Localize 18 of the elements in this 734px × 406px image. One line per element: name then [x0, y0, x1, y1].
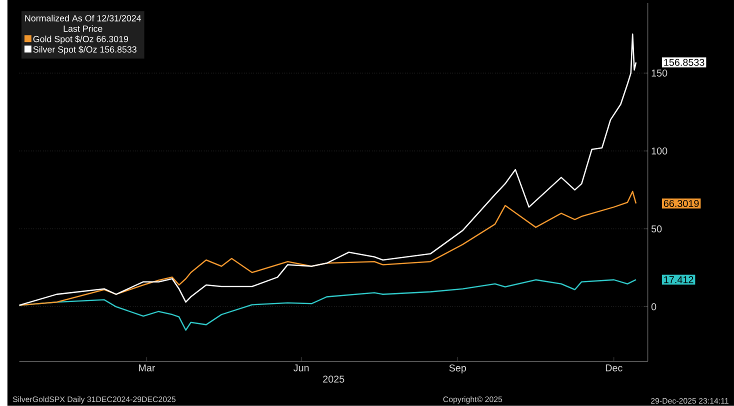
- y-tick-label: 0: [651, 303, 656, 310]
- legend-label: Silver Spot $/Oz 156.8533: [33, 46, 136, 54]
- legend-label: Gold Spot $/Oz 66.3019: [33, 36, 128, 44]
- x-tick-label: Dec: [606, 364, 622, 372]
- x-tick-label: Sep: [449, 364, 466, 374]
- text: Last Price: [64, 25, 102, 32]
- line-series: [18, 34, 637, 306]
- annotation: 66.3019: [664, 200, 699, 208]
- x-tick-label: Jun: [293, 364, 309, 372]
- legend-title: Normalized As Of 12/31/2024: [25, 14, 142, 22]
- x-axis-title: 2025: [323, 376, 344, 383]
- annotation: 17.412: [664, 276, 694, 284]
- y-tick-label: 50: [651, 225, 662, 232]
- y-tick-label: 100: [652, 148, 668, 155]
- line-series: [18, 190, 637, 306]
- y-tick-label: 150: [652, 70, 668, 77]
- x-tick-label: Mar: [139, 364, 156, 372]
- annotation: 156.8533: [664, 58, 704, 66]
